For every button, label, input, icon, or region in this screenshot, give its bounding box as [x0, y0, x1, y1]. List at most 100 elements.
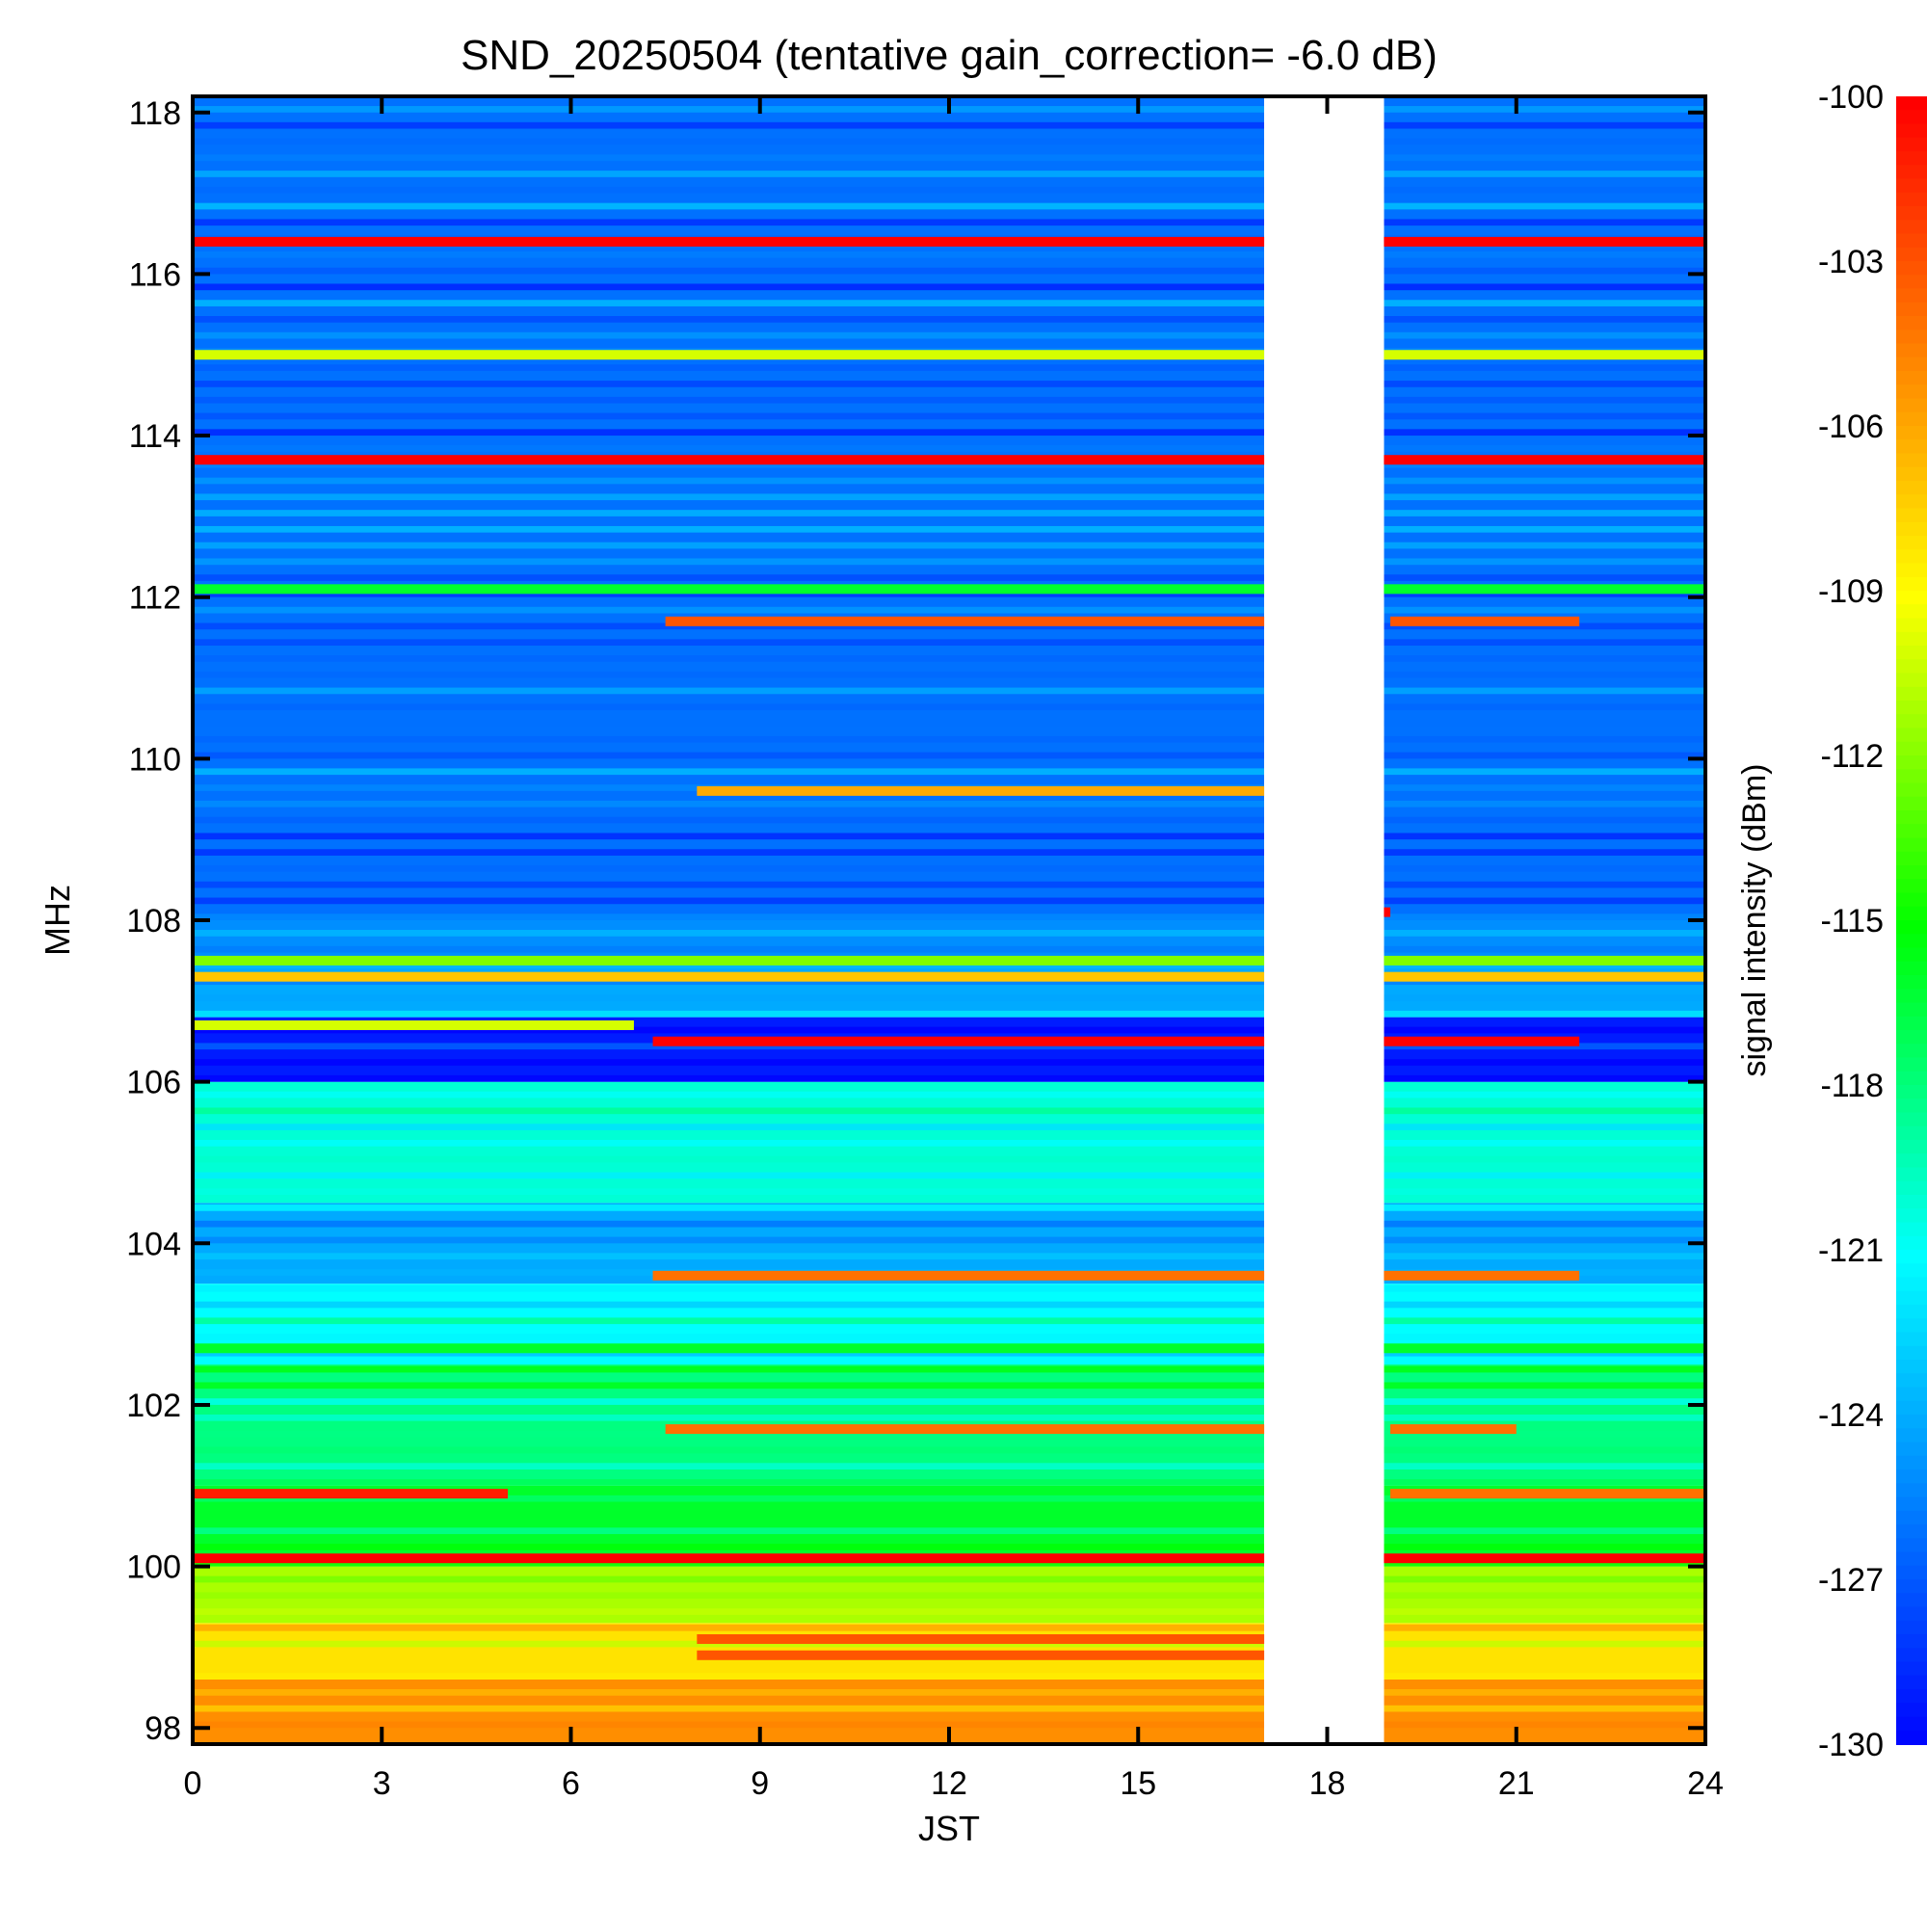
heatmap-row — [193, 1446, 1265, 1454]
colorbar-segment — [1896, 96, 1927, 112]
colorbar-tick-label: -130 — [1818, 1727, 1884, 1763]
colorbar-segment — [1896, 1112, 1927, 1127]
heatmap-row — [193, 1430, 1265, 1438]
x-tick-label: 0 — [184, 1765, 202, 1802]
heatmap-row — [193, 171, 1265, 177]
heatmap-row — [193, 267, 1265, 275]
signal-line — [1384, 1036, 1580, 1046]
colorbar-segment — [1896, 1469, 1927, 1485]
x-tick-label: 6 — [562, 1765, 580, 1802]
colorbar-segment — [1896, 576, 1927, 592]
colorbar-segment — [1896, 701, 1927, 716]
x-tick-label: 3 — [373, 1765, 391, 1802]
heatmap-row — [1384, 720, 1705, 727]
heatmap-row — [1384, 1349, 1705, 1357]
colorbar-segment — [1896, 1496, 1927, 1512]
heatmap-row — [1384, 639, 1705, 646]
colorbar-segment — [1896, 686, 1927, 701]
colorbar-segment — [1896, 782, 1927, 798]
heatmap-row — [193, 300, 1265, 306]
signal-line — [1384, 455, 1705, 465]
colorbar-segment — [1896, 151, 1927, 167]
heatmap-row — [1384, 1317, 1705, 1325]
colorbar-segment — [1896, 1730, 1927, 1745]
heatmap-row — [193, 930, 1265, 937]
heatmap-row — [1384, 445, 1705, 452]
signal-line — [665, 1424, 1265, 1435]
heatmap-row — [193, 897, 1265, 905]
colorbar-segment — [1896, 494, 1927, 510]
colorbar-segment — [1896, 1002, 1927, 1018]
heatmap-band — [1384, 1623, 1705, 1680]
heatmap-row — [1384, 316, 1705, 323]
heatmap-row — [1384, 558, 1705, 566]
heatmap-row — [1384, 622, 1705, 630]
colorbar-segment — [1896, 123, 1927, 139]
colorbar-segment — [1896, 1593, 1927, 1608]
heatmap-row — [1384, 510, 1705, 516]
heatmap-row — [1384, 461, 1705, 468]
x-tick-label: 9 — [751, 1765, 769, 1802]
heatmap-row — [193, 816, 1265, 824]
heatmap-row — [193, 687, 1265, 695]
heatmap-row — [1384, 171, 1705, 177]
heatmap-row — [193, 606, 1265, 614]
heatmap-row — [1384, 1124, 1705, 1130]
heatmap-row — [193, 1575, 1265, 1583]
heatmap-row — [193, 461, 1265, 468]
signal-line — [1384, 236, 1705, 247]
colorbar-segment — [1896, 343, 1927, 358]
colorbar-segment — [1896, 947, 1927, 963]
heatmap-row — [1384, 574, 1705, 581]
heatmap-row — [1384, 1010, 1705, 1018]
colorbar-segment — [1896, 1345, 1927, 1361]
heatmap-row — [1384, 251, 1705, 258]
signal-line — [1384, 584, 1705, 595]
heatmap-row — [1384, 897, 1705, 905]
heatmap-row — [193, 622, 1265, 630]
colorbar-segment — [1896, 1195, 1927, 1210]
heatmap-row — [1384, 1656, 1705, 1664]
signal-line — [193, 455, 1265, 465]
colorbar-segment — [1896, 247, 1927, 262]
colorbar-segment — [1896, 1620, 1927, 1635]
colorbar-segment — [1896, 824, 1927, 839]
heatmap-row — [1384, 300, 1705, 306]
heatmap-row — [1384, 283, 1705, 291]
heatmap-row — [1384, 364, 1705, 371]
heatmap-row — [1384, 1592, 1705, 1600]
colorbar-segment — [1896, 1153, 1927, 1169]
colorbar-segment — [1896, 865, 1927, 881]
heatmap-row — [1384, 930, 1705, 937]
colorbar-segment — [1896, 714, 1927, 729]
heatmap-row — [1384, 1673, 1705, 1680]
heatmap-row — [1384, 1527, 1705, 1535]
colorbar-segment — [1896, 1387, 1927, 1402]
heatmap-row — [1384, 978, 1705, 986]
colorbar-segment — [1896, 1332, 1927, 1347]
signal-line — [1384, 1270, 1580, 1281]
colorbar-segment — [1896, 591, 1927, 606]
heatmap-row — [193, 493, 1265, 501]
colorbar-segment — [1896, 275, 1927, 290]
colorbar-segment — [1896, 1510, 1927, 1525]
heatmap-row — [193, 429, 1265, 437]
signal-line — [1389, 1424, 1517, 1435]
heatmap-row — [1384, 849, 1705, 856]
heatmap-row — [1384, 202, 1705, 210]
heatmap-row — [193, 1026, 1265, 1034]
heatmap-row — [193, 1091, 1265, 1098]
colorbar-segment — [1896, 192, 1927, 207]
signal-line — [697, 1634, 1265, 1645]
colorbar-segment — [1896, 1442, 1927, 1457]
heatmap-band — [1384, 960, 1705, 1018]
colorbar-tick-label: -127 — [1818, 1562, 1884, 1599]
colorbar-segment — [1896, 1415, 1927, 1430]
heatmap-row — [193, 1365, 1265, 1373]
heatmap-row — [193, 381, 1265, 387]
heatmap-row — [193, 1463, 1265, 1469]
heatmap-row — [193, 1107, 1265, 1115]
heatmap-row — [1384, 1608, 1705, 1615]
heatmap-row — [1384, 1140, 1705, 1147]
